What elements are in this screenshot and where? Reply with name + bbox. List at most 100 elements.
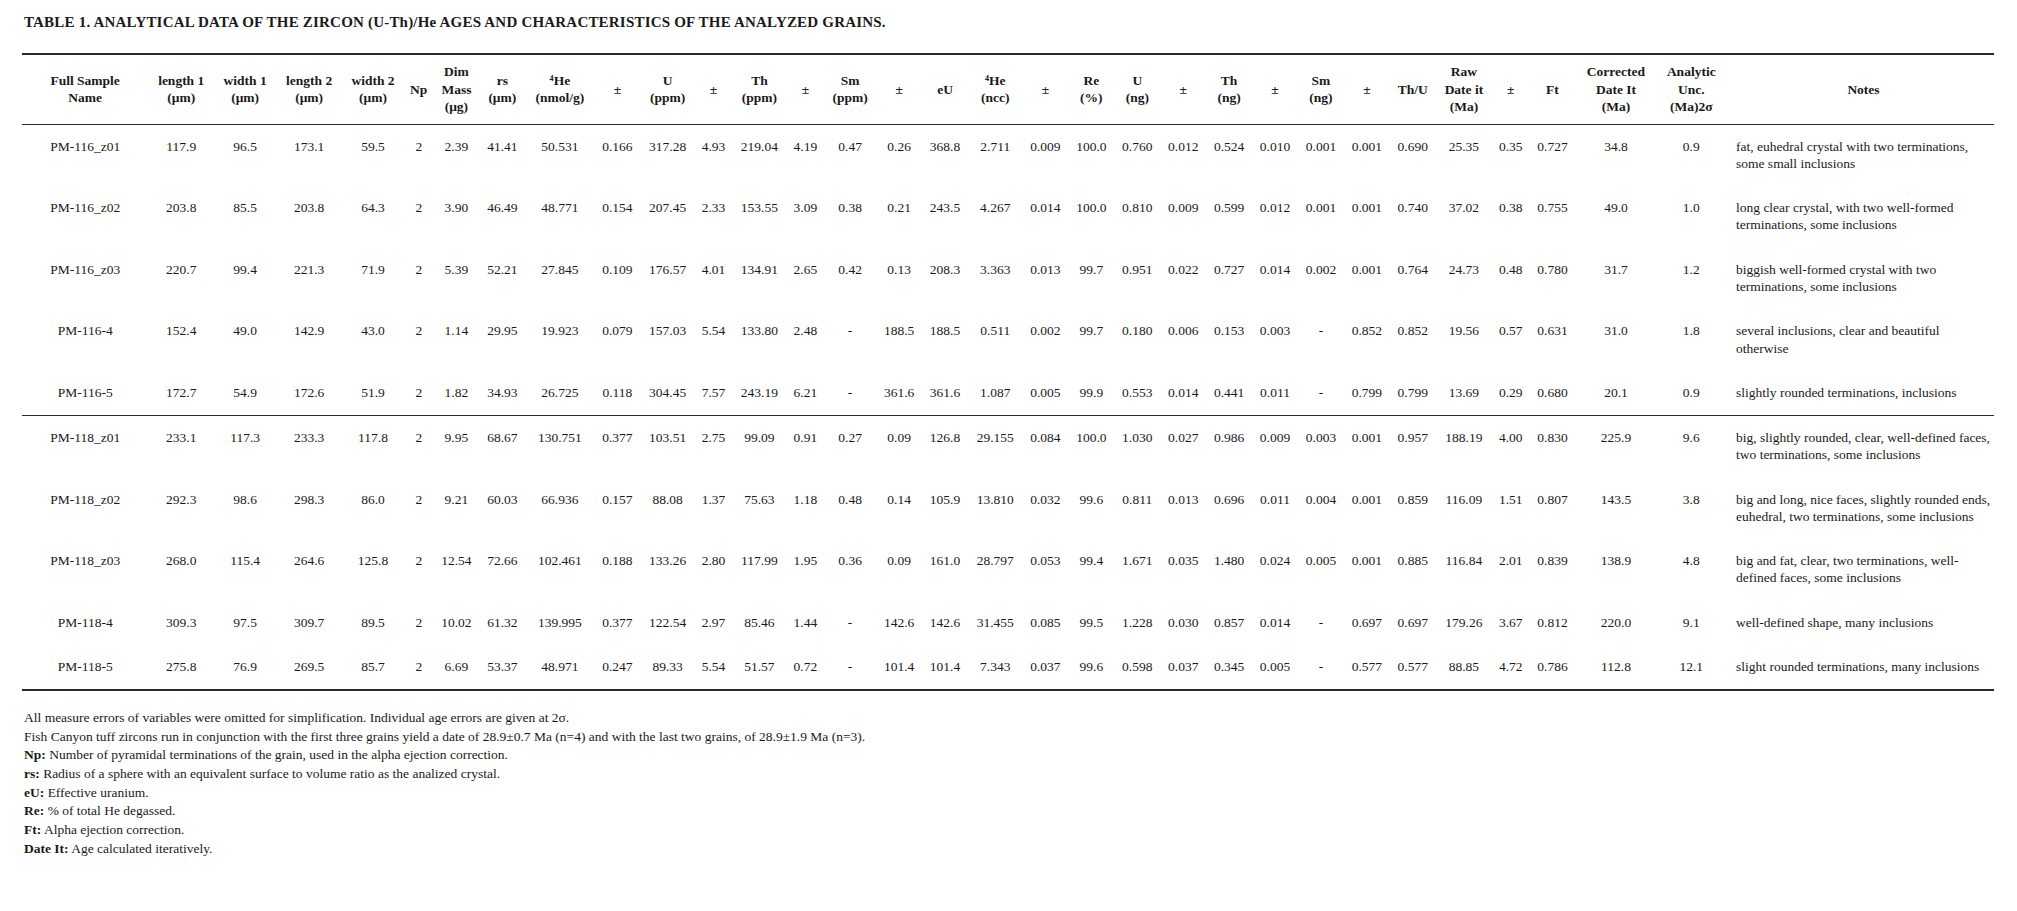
table-cell: 0.030 bbox=[1160, 601, 1206, 645]
table-cell: 0.001 bbox=[1344, 478, 1390, 540]
table-cell: 0.022 bbox=[1160, 248, 1206, 310]
table-cell: 6.69 bbox=[433, 645, 479, 690]
table-header: Full Sample Namelength 1 (μm)width 1 (μm… bbox=[22, 54, 1994, 124]
table-row: PM-116-4152.449.0142.943.021.1429.9519.9… bbox=[22, 309, 1994, 371]
table-cell: 309.7 bbox=[276, 601, 342, 645]
table-cell: 0.14 bbox=[876, 478, 922, 540]
table-cell: 117.9 bbox=[148, 124, 214, 186]
table-cell: 0.441 bbox=[1206, 371, 1252, 416]
table-cell: 2.33 bbox=[695, 186, 732, 248]
table-cell: 31.455 bbox=[968, 601, 1022, 645]
column-header: ± bbox=[594, 54, 640, 124]
table-cell: 0.035 bbox=[1160, 539, 1206, 601]
table-cell: 0.951 bbox=[1114, 248, 1160, 310]
table-cell: 88.08 bbox=[640, 478, 694, 540]
column-header: width 2 (μm) bbox=[342, 54, 404, 124]
table-cell: 0.696 bbox=[1206, 478, 1252, 540]
table-cell: 142.9 bbox=[276, 309, 342, 371]
footnote-fish-canyon: Fish Canyon tuff zircons run in conjunct… bbox=[24, 728, 1995, 747]
column-header: rs (μm) bbox=[479, 54, 525, 124]
table-cell: 2.80 bbox=[695, 539, 732, 601]
table-cell: 0.755 bbox=[1530, 186, 1576, 248]
table-cell: 0.001 bbox=[1344, 124, 1390, 186]
table-cell: 125.8 bbox=[342, 539, 404, 601]
table-cell: 117.8 bbox=[342, 416, 404, 478]
table-cell: 0.005 bbox=[1252, 645, 1298, 690]
table-cell: 153.55 bbox=[732, 186, 786, 248]
column-header: Ft bbox=[1530, 54, 1576, 124]
table-cell: 34.93 bbox=[479, 371, 525, 416]
table-cell: 1.82 bbox=[433, 371, 479, 416]
table-cell: 1.18 bbox=[787, 478, 824, 540]
table-cell: 207.45 bbox=[640, 186, 694, 248]
table-cell: 122.54 bbox=[640, 601, 694, 645]
table-cell: 115.4 bbox=[214, 539, 276, 601]
table-cell: 46.49 bbox=[479, 186, 525, 248]
notes-cell: big and fat, clear, two terminations, we… bbox=[1726, 539, 1994, 601]
column-header: Np bbox=[404, 54, 433, 124]
table-cell: 41.41 bbox=[479, 124, 525, 186]
table-cell: 1.228 bbox=[1114, 601, 1160, 645]
table-cell: 1.8 bbox=[1657, 309, 1726, 371]
table-cell: 0.859 bbox=[1390, 478, 1436, 540]
table-cell: 0.780 bbox=[1530, 248, 1576, 310]
table-cell: 61.32 bbox=[479, 601, 525, 645]
table-cell: 126.8 bbox=[922, 416, 968, 478]
table-cell: 361.6 bbox=[876, 371, 922, 416]
column-header: length 1 (μm) bbox=[148, 54, 214, 124]
column-header: Th (ng) bbox=[1206, 54, 1252, 124]
table-cell: 0.27 bbox=[824, 416, 876, 478]
table-cell: 0.014 bbox=[1022, 186, 1068, 248]
table-cell: 66.936 bbox=[525, 478, 594, 540]
table-cell: 53.37 bbox=[479, 645, 525, 690]
table-cell: 103.51 bbox=[640, 416, 694, 478]
table-cell: 0.511 bbox=[968, 309, 1022, 371]
table-cell: 0.154 bbox=[594, 186, 640, 248]
column-header: ± bbox=[787, 54, 824, 124]
table-cell: 43.0 bbox=[342, 309, 404, 371]
table-cell: 0.598 bbox=[1114, 645, 1160, 690]
table-cell: 157.03 bbox=[640, 309, 694, 371]
table-cell: 0.764 bbox=[1390, 248, 1436, 310]
table-cell: 85.46 bbox=[732, 601, 786, 645]
table-cell: 130.751 bbox=[525, 416, 594, 478]
table-cell: - bbox=[1298, 371, 1344, 416]
table-cell: 0.727 bbox=[1206, 248, 1252, 310]
table-cell: 221.3 bbox=[276, 248, 342, 310]
table-cell: 298.3 bbox=[276, 478, 342, 540]
table-cell: 0.009 bbox=[1022, 124, 1068, 186]
table-cell: 0.9 bbox=[1657, 371, 1726, 416]
table-cell: 0.42 bbox=[824, 248, 876, 310]
sample-name-cell: PM-118_z03 bbox=[22, 539, 148, 601]
sample-name-cell: PM-116-5 bbox=[22, 371, 148, 416]
table-cell: 117.3 bbox=[214, 416, 276, 478]
table-cell: 52.21 bbox=[479, 248, 525, 310]
table-cell: - bbox=[1298, 309, 1344, 371]
column-header: Dim Mass (μg) bbox=[433, 54, 479, 124]
table-cell: 3.90 bbox=[433, 186, 479, 248]
table-cell: 0.36 bbox=[824, 539, 876, 601]
table-cell: 12.54 bbox=[433, 539, 479, 601]
table-cell: 134.91 bbox=[732, 248, 786, 310]
table-cell: 4.00 bbox=[1492, 416, 1529, 478]
table-cell: 48.971 bbox=[525, 645, 594, 690]
footnote-date-it: Date It: Age calculated iteratively. bbox=[24, 840, 1995, 859]
table-cell: 7.343 bbox=[968, 645, 1022, 690]
table-cell: 243.5 bbox=[922, 186, 968, 248]
column-header: Sm (ng) bbox=[1298, 54, 1344, 124]
table-cell: 34.8 bbox=[1575, 124, 1656, 186]
table-cell: 20.1 bbox=[1575, 371, 1656, 416]
table-cell: 139.995 bbox=[525, 601, 594, 645]
table-cell: 13.810 bbox=[968, 478, 1022, 540]
table-cell: 220.7 bbox=[148, 248, 214, 310]
table-row: PM-118_z02292.398.6298.386.029.2160.0366… bbox=[22, 478, 1994, 540]
table-cell: 225.9 bbox=[1575, 416, 1656, 478]
table-cell: 2.97 bbox=[695, 601, 732, 645]
column-header: ± bbox=[695, 54, 732, 124]
table-cell: 4.72 bbox=[1492, 645, 1529, 690]
table-cell: 0.012 bbox=[1160, 124, 1206, 186]
table-cell: 51.57 bbox=[732, 645, 786, 690]
table-cell: 2.39 bbox=[433, 124, 479, 186]
table-cell: 86.0 bbox=[342, 478, 404, 540]
table-row: PM-116_z02203.885.5203.864.323.9046.4948… bbox=[22, 186, 1994, 248]
